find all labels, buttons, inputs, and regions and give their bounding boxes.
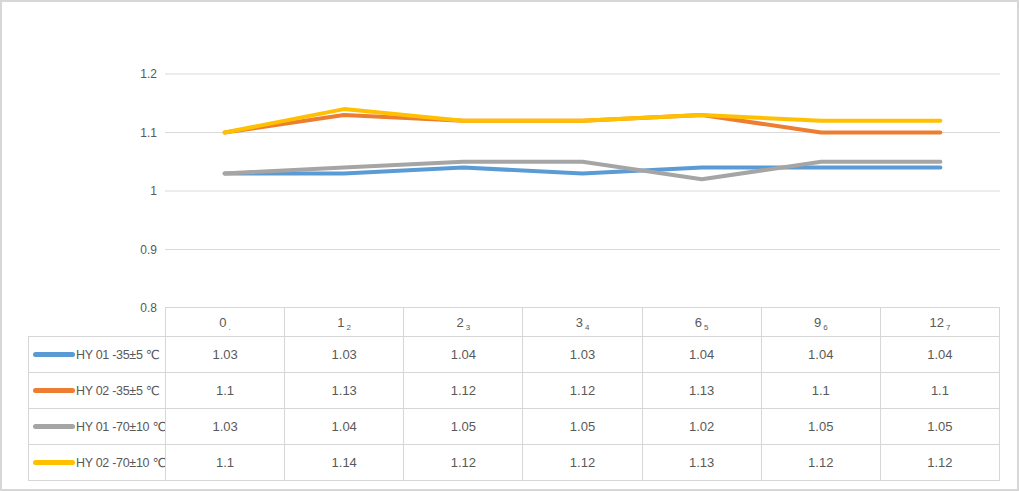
value-cell: 1.04 (761, 337, 880, 373)
value-cell: 1.03 (166, 337, 285, 373)
x-axis-header-cell: 96 (761, 308, 880, 337)
x-axis-sub-label: . (229, 323, 231, 332)
value-cell: 1.12 (404, 373, 523, 409)
x-axis-header-cell: 34 (523, 308, 642, 337)
value-cell: 1.05 (880, 409, 999, 445)
table-row-hy02-70: HY 02 -70±10 ℃1.11.141.121.121.131.121.1… (29, 445, 1000, 481)
x-axis-category-label: 3 (576, 315, 583, 330)
value-cell: 1.12 (404, 445, 523, 481)
value-cell: 1.05 (404, 409, 523, 445)
value-cell: 1.12 (523, 445, 642, 481)
x-axis-header-row: 0.1223346596127 (29, 308, 1000, 337)
value-cell: 1.1 (166, 373, 285, 409)
value-cell: 1.12 (523, 373, 642, 409)
legend-line-swatch-icon (33, 388, 75, 393)
value-cell: 1.05 (523, 409, 642, 445)
x-axis-category-label: 0 (219, 315, 226, 330)
legend-cell-hy01-35: HY 01 -35±5 ℃ (29, 337, 166, 373)
value-cell: 1.03 (523, 337, 642, 373)
legend-series-label: HY 02 -35±5 ℃ (76, 384, 159, 398)
table-row-hy01-70: HY 01 -70±10 ℃1.031.041.051.051.021.051.… (29, 409, 1000, 445)
x-axis-sub-label: 5 (704, 323, 708, 332)
series-line-hy01-70 (225, 162, 941, 180)
x-axis-category-label: 2 (457, 315, 464, 330)
legend-series-label: HY 01 -35±5 ℃ (76, 348, 159, 362)
chart-data-table: 0.1223346596127HY 01 -35±5 ℃1.031.031.04… (28, 307, 1000, 481)
value-cell: 1.03 (285, 337, 404, 373)
x-axis-sub-label: 2 (347, 323, 351, 332)
legend-line-swatch-icon (33, 352, 75, 357)
value-cell: 1.04 (642, 337, 761, 373)
series-line-hy02-70 (225, 109, 941, 132)
y-axis-tick-label: 1 (150, 184, 157, 198)
value-cell: 1.03 (166, 409, 285, 445)
x-axis-header-cell: 65 (642, 308, 761, 337)
value-cell: 1.13 (285, 373, 404, 409)
legend-series-label: HY 02 -70±10 ℃ (76, 456, 166, 470)
x-axis-category-label: 6 (695, 315, 702, 330)
value-cell: 1.04 (404, 337, 523, 373)
y-axis-tick-label: 1.1 (140, 126, 157, 140)
table-row-hy02-35: HY 02 -35±5 ℃1.11.131.121.121.131.11.1 (29, 373, 1000, 409)
header-blank-cell (29, 308, 166, 337)
series-line-hy02-35 (225, 115, 941, 133)
value-cell: 1.04 (880, 337, 999, 373)
value-cell: 1.12 (880, 445, 999, 481)
x-axis-category-label: 1 (337, 315, 344, 330)
chart-and-table-panel: 1.21.110.90.8 0.1223346596127HY 01 -35±5… (0, 0, 1019, 491)
value-cell: 1.02 (642, 409, 761, 445)
x-axis-header-cell: 12 (285, 308, 404, 337)
legend-series-label: HY 01 -70±10 ℃ (76, 420, 166, 434)
legend-cell-hy02-70: HY 02 -70±10 ℃ (29, 445, 166, 481)
value-cell: 1.13 (642, 373, 761, 409)
legend-line-swatch-icon (33, 424, 75, 429)
x-axis-sub-label: 4 (585, 323, 589, 332)
x-axis-category-label: 9 (814, 315, 821, 330)
y-axis-tick-label: 0.9 (140, 243, 157, 257)
x-axis-sub-label: 7 (946, 323, 950, 332)
y-axis-tick-label: 1.2 (140, 67, 157, 81)
value-cell: 1.12 (761, 445, 880, 481)
legend-line-swatch-icon (33, 460, 75, 465)
x-axis-header-cell: 0. (166, 308, 285, 337)
x-axis-header-cell: 127 (880, 308, 999, 337)
legend-cell-hy01-70: HY 01 -70±10 ℃ (29, 409, 166, 445)
x-axis-sub-label: 6 (823, 323, 827, 332)
table-row-hy01-35: HY 01 -35±5 ℃1.031.031.041.031.041.041.0… (29, 337, 1000, 373)
value-cell: 1.1 (166, 445, 285, 481)
x-axis-sub-label: 3 (466, 323, 470, 332)
value-cell: 1.13 (642, 445, 761, 481)
legend-cell-hy02-35: HY 02 -35±5 ℃ (29, 373, 166, 409)
x-axis-header-cell: 23 (404, 308, 523, 337)
value-cell: 1.1 (761, 373, 880, 409)
value-cell: 1.04 (285, 409, 404, 445)
x-axis-category-label: 12 (929, 315, 943, 330)
value-cell: 1.1 (880, 373, 999, 409)
value-cell: 1.14 (285, 445, 404, 481)
value-cell: 1.05 (761, 409, 880, 445)
